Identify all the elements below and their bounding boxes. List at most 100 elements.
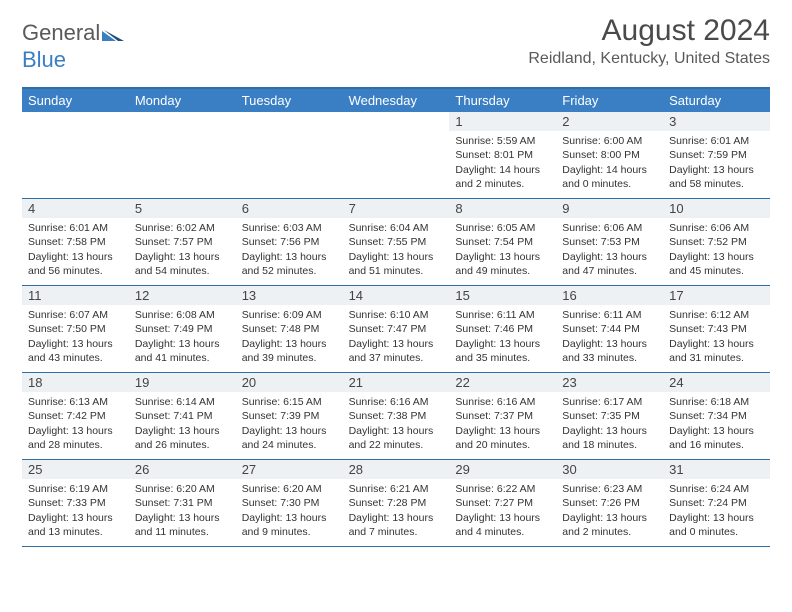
day-details: Sunrise: 6:01 AMSunset: 7:58 PMDaylight:… [28, 221, 123, 278]
day-number: 24 [663, 373, 770, 392]
day-details: Sunrise: 6:05 AMSunset: 7:54 PMDaylight:… [455, 221, 550, 278]
day-number: 12 [129, 286, 236, 305]
day-details: Sunrise: 6:01 AMSunset: 7:59 PMDaylight:… [669, 134, 764, 191]
day-number: 28 [343, 460, 450, 479]
day-details: Sunrise: 6:06 AMSunset: 7:53 PMDaylight:… [562, 221, 657, 278]
day-number: 19 [129, 373, 236, 392]
day-number: 15 [449, 286, 556, 305]
day-details: Sunrise: 6:08 AMSunset: 7:49 PMDaylight:… [135, 308, 230, 365]
day-number: 6 [236, 199, 343, 218]
day-number: 7 [343, 199, 450, 218]
day-cell: 14 Sunrise: 6:10 AMSunset: 7:47 PMDayligh… [343, 286, 450, 372]
day-cell: 13 Sunrise: 6:09 AMSunset: 7:48 PMDayligh… [236, 286, 343, 372]
day-number: 27 [236, 460, 343, 479]
day-details: Sunrise: 6:17 AMSunset: 7:35 PMDaylight:… [562, 395, 657, 452]
day-details: Sunrise: 6:23 AMSunset: 7:26 PMDaylight:… [562, 482, 657, 539]
day-number: 21 [343, 373, 450, 392]
day-of-week-header: SundayMondayTuesdayWednesdayThursdayFrid… [22, 89, 770, 112]
day-details: Sunrise: 6:20 AMSunset: 7:30 PMDaylight:… [242, 482, 337, 539]
day-cell: 25 Sunrise: 6:19 AMSunset: 7:33 PMDayligh… [22, 460, 129, 546]
day-cell: 12 Sunrise: 6:08 AMSunset: 7:49 PMDayligh… [129, 286, 236, 372]
day-details: Sunrise: 6:06 AMSunset: 7:52 PMDaylight:… [669, 221, 764, 278]
day-details: Sunrise: 6:03 AMSunset: 7:56 PMDaylight:… [242, 221, 337, 278]
day-number: 9 [556, 199, 663, 218]
day-details: Sunrise: 6:16 AMSunset: 7:38 PMDaylight:… [349, 395, 444, 452]
day-cell: 30 Sunrise: 6:23 AMSunset: 7:26 PMDayligh… [556, 460, 663, 546]
day-number: 31 [663, 460, 770, 479]
day-details: Sunrise: 6:00 AMSunset: 8:00 PMDaylight:… [562, 134, 657, 191]
day-cell: 29Sunrise: 6:22 AMSunset: 7:27 PMDayligh… [449, 460, 556, 546]
day-cell: 19 Sunrise: 6:14 AMSunset: 7:41 PMDayligh… [129, 373, 236, 459]
day-cell: 23 Sunrise: 6:17 AMSunset: 7:35 PMDayligh… [556, 373, 663, 459]
day-number: 25 [22, 460, 129, 479]
day-cell: 3 Sunrise: 6:01 AMSunset: 7:59 PMDaylight… [663, 112, 770, 198]
day-number: 20 [236, 373, 343, 392]
day-number: 18 [22, 373, 129, 392]
day-number: 29 [449, 460, 556, 479]
day-number: 3 [663, 112, 770, 131]
day-cell: 15 Sunrise: 6:11 AMSunset: 7:46 PMDayligh… [449, 286, 556, 372]
title-block: August 2024 Reidland, Kentucky, United S… [528, 14, 770, 68]
day-number: 2 [556, 112, 663, 131]
day-cell: 26 Sunrise: 6:20 AMSunset: 7:31 PMDayligh… [129, 460, 236, 546]
week-row: 11 Sunrise: 6:07 AMSunset: 7:50 PMDayligh… [22, 286, 770, 373]
day-number: 8 [449, 199, 556, 218]
day-details: Sunrise: 6:07 AMSunset: 7:50 PMDaylight:… [28, 308, 123, 365]
day-cell: 8 Sunrise: 6:05 AMSunset: 7:54 PMDaylight… [449, 199, 556, 285]
day-number: 30 [556, 460, 663, 479]
day-cell: . [22, 112, 129, 198]
brand-name-part1: General [22, 20, 100, 45]
brand-logo: General Blue [22, 20, 124, 73]
day-details: Sunrise: 6:10 AMSunset: 7:47 PMDaylight:… [349, 308, 444, 365]
location-subtitle: Reidland, Kentucky, United States [528, 50, 770, 68]
day-cell: 16Sunrise: 6:11 AMSunset: 7:44 PMDayligh… [556, 286, 663, 372]
day-details: Sunrise: 6:24 AMSunset: 7:24 PMDaylight:… [669, 482, 764, 539]
day-cell: 2 Sunrise: 6:00 AMSunset: 8:00 PMDaylight… [556, 112, 663, 198]
day-number: 5 [129, 199, 236, 218]
day-details: Sunrise: 6:18 AMSunset: 7:34 PMDaylight:… [669, 395, 764, 452]
day-number: 13 [236, 286, 343, 305]
day-details: Sunrise: 6:09 AMSunset: 7:48 PMDaylight:… [242, 308, 337, 365]
day-of-week-cell: Thursday [449, 89, 556, 112]
day-cell: 11 Sunrise: 6:07 AMSunset: 7:50 PMDayligh… [22, 286, 129, 372]
day-number: 16 [556, 286, 663, 305]
day-of-week-cell: Monday [129, 89, 236, 112]
day-details: Sunrise: 6:19 AMSunset: 7:33 PMDaylight:… [28, 482, 123, 539]
day-of-week-cell: Saturday [663, 89, 770, 112]
day-details: Sunrise: 6:14 AMSunset: 7:41 PMDaylight:… [135, 395, 230, 452]
brand-name-part2: Blue [22, 47, 66, 72]
day-details: Sunrise: 6:16 AMSunset: 7:37 PMDaylight:… [455, 395, 550, 452]
day-cell: 7 Sunrise: 6:04 AMSunset: 7:55 PMDaylight… [343, 199, 450, 285]
week-row: 18Sunrise: 6:13 AMSunset: 7:42 PMDayligh… [22, 373, 770, 460]
day-cell: . [129, 112, 236, 198]
day-number: 26 [129, 460, 236, 479]
day-cell: 17Sunrise: 6:12 AMSunset: 7:43 PMDayligh… [663, 286, 770, 372]
day-number: 14 [343, 286, 450, 305]
day-cell: 5Sunrise: 6:02 AMSunset: 7:57 PMDaylight… [129, 199, 236, 285]
day-cell: 1 Sunrise: 5:59 AMSunset: 8:01 PMDaylight… [449, 112, 556, 198]
day-details: Sunrise: 6:11 AMSunset: 7:46 PMDaylight:… [455, 308, 550, 365]
day-cell: . [343, 112, 450, 198]
day-cell: 24 Sunrise: 6:18 AMSunset: 7:34 PMDayligh… [663, 373, 770, 459]
day-cell: 27 Sunrise: 6:20 AMSunset: 7:30 PMDayligh… [236, 460, 343, 546]
calendar: SundayMondayTuesdayWednesdayThursdayFrid… [22, 87, 770, 547]
day-cell: 4Sunrise: 6:01 AMSunset: 7:58 PMDaylight… [22, 199, 129, 285]
day-details: Sunrise: 6:21 AMSunset: 7:28 PMDaylight:… [349, 482, 444, 539]
day-details: Sunrise: 6:15 AMSunset: 7:39 PMDaylight:… [242, 395, 337, 452]
day-number: 22 [449, 373, 556, 392]
day-cell: 18Sunrise: 6:13 AMSunset: 7:42 PMDayligh… [22, 373, 129, 459]
brand-name: General Blue [22, 20, 124, 73]
day-cell: 9 Sunrise: 6:06 AMSunset: 7:53 PMDaylight… [556, 199, 663, 285]
day-number: 11 [22, 286, 129, 305]
day-details: Sunrise: 5:59 AMSunset: 8:01 PMDaylight:… [455, 134, 550, 191]
day-details: Sunrise: 6:04 AMSunset: 7:55 PMDaylight:… [349, 221, 444, 278]
week-row: ....1Sunrise: 5:59 AMSunset: 8:01 PMDayl… [22, 112, 770, 199]
day-number: 23 [556, 373, 663, 392]
day-of-week-cell: Friday [556, 89, 663, 112]
day-details: Sunrise: 6:20 AMSunset: 7:31 PMDaylight:… [135, 482, 230, 539]
brand-mark-icon [102, 21, 124, 47]
day-number: 10 [663, 199, 770, 218]
day-number: 1 [449, 112, 556, 131]
day-of-week-cell: Tuesday [236, 89, 343, 112]
week-row: 4Sunrise: 6:01 AMSunset: 7:58 PMDaylight… [22, 199, 770, 286]
